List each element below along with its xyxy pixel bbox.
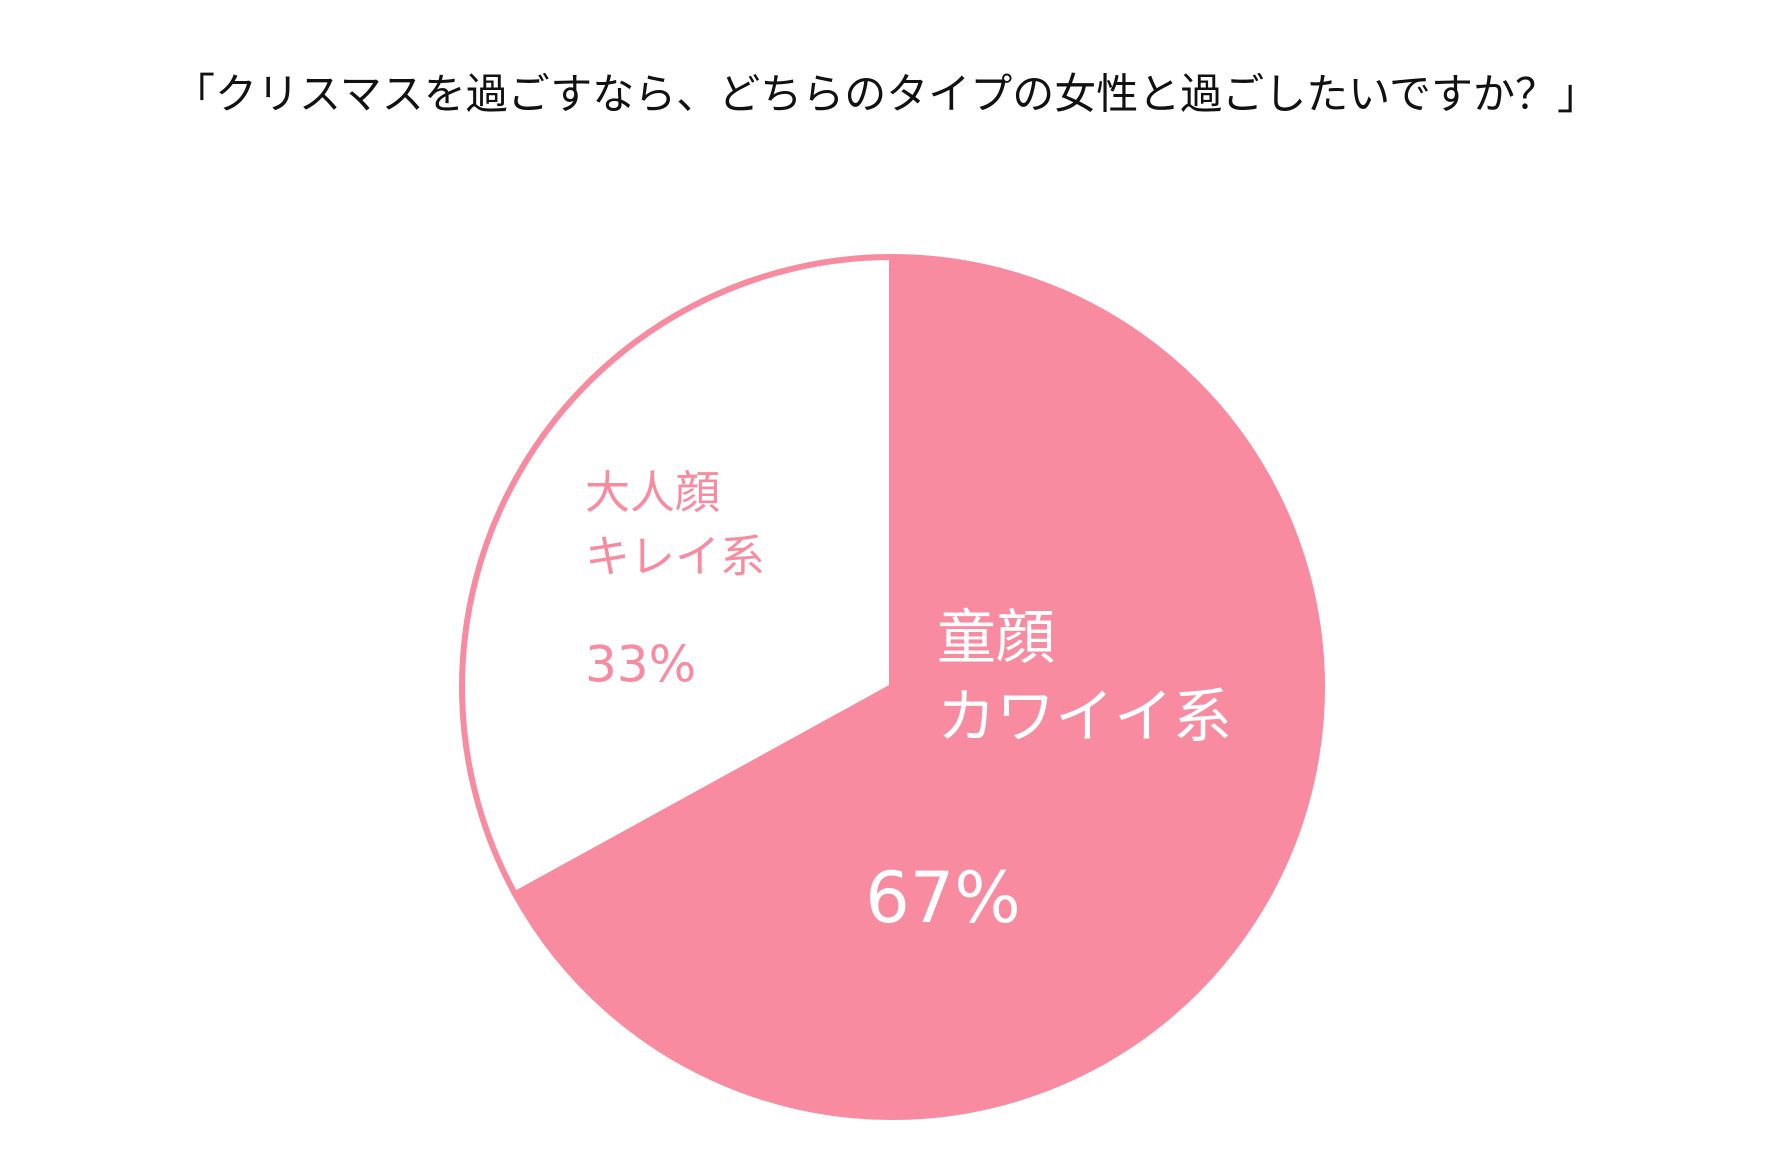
slice-label: 大人顔 (585, 466, 720, 519)
pie-slice (459, 253, 895, 899)
value-label: 33% (585, 636, 696, 694)
value-label: 67% (865, 857, 1021, 939)
slice-label: 童顔 (937, 603, 1055, 672)
slice-label: カワイイ系 (937, 682, 1232, 751)
chart-title: 「クリスマスを過ごすなら、どちらのタイプの女性と過ごしたいですか？」 (173, 70, 1599, 119)
pie-slice (511, 253, 1325, 1120)
slice-label: キレイ系 (585, 530, 765, 583)
